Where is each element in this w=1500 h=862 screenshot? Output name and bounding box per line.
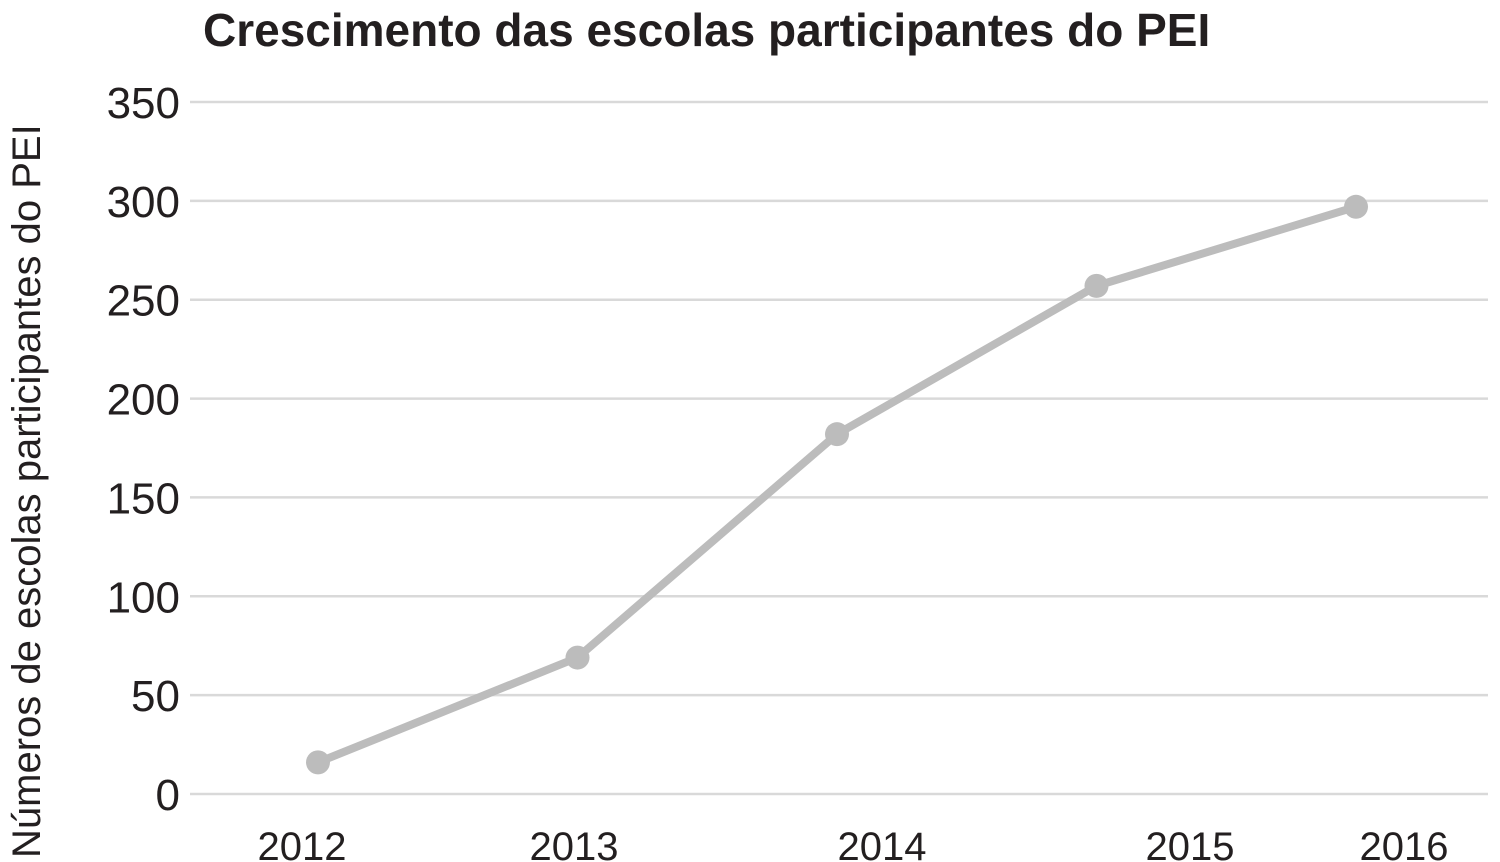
x-tick-label: 2012: [258, 825, 347, 862]
x-tick-label: 2015: [1146, 825, 1235, 862]
y-tick-label: 50: [131, 672, 180, 721]
data-point: [1344, 194, 1368, 219]
y-axis-label: Números de escolas participantes do PEI: [5, 124, 49, 858]
y-tick-label: 200: [107, 376, 180, 425]
y-tick-label: 0: [156, 771, 180, 820]
x-tick-label: 2013: [530, 825, 619, 862]
data-point: [306, 750, 330, 775]
series-line: [314, 202, 1360, 767]
x-tick-label: 2016: [1360, 825, 1449, 862]
chart-title: Crescimento das escolas participantes do…: [203, 4, 1210, 56]
x-tick-labels: 2012 2013 2014 2015 2016: [258, 825, 1449, 862]
y-tick-label: 250: [107, 277, 180, 326]
x-tick-label: 2014: [838, 825, 927, 862]
y-tick-label: 350: [107, 79, 180, 128]
y-tick-labels: 0 50 100 150 200 250 300 350: [107, 79, 180, 820]
y-tick-label: 300: [107, 178, 180, 227]
y-tick-label: 100: [107, 573, 180, 622]
y-tick-label: 150: [107, 474, 180, 523]
data-point: [825, 422, 849, 447]
data-point: [565, 645, 590, 670]
series-group: [306, 194, 1368, 775]
gridlines: [190, 100, 1488, 796]
data-point: [1084, 273, 1109, 298]
